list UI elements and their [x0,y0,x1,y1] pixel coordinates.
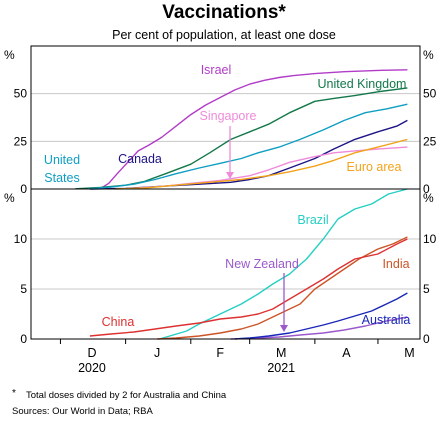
series-line-israel [100,69,408,190]
y-tick-left: 0 [20,332,27,346]
x-year-label: 2020 [78,361,106,375]
y-tick-right: 25 [423,134,437,148]
annotation-label-brazil: Brazil [297,213,328,227]
series-line-brazil [159,188,408,340]
annotation-label-united: United [44,153,80,167]
annotation-label-china: China [102,315,135,329]
chart-title: Vaccinations* [162,2,286,23]
x-tick-label: F [216,346,224,360]
footnote-marker: * [12,388,16,399]
y-unit-right: % [423,48,434,62]
y-tick-left: 25 [14,134,28,148]
y-unit-left: % [4,48,15,62]
y-tick-right: 10 [423,232,437,246]
y-tick-right: 50 [423,87,437,101]
series-line-euro-area [115,138,408,190]
y-tick-right: 5 [423,282,430,296]
y-tick-right: 0 [423,182,430,196]
series-line-india [157,236,408,340]
annotation-label-new-zealand: New Zealand [225,257,299,271]
y-tick-left: 50 [14,87,28,101]
plot-frame [30,45,421,340]
y-unit-right: % [423,191,434,205]
annotation-label-singapore: Singapore [200,109,257,123]
series-line-australia [234,292,408,340]
series-line-china [89,238,408,337]
series-line-united-states [87,103,408,190]
x-tick-label: A [342,346,351,360]
x-tick-label: D [87,346,96,360]
new-zealand-arrow-head [280,325,288,332]
y-tick-left: 0 [20,182,27,196]
y-tick-left: 10 [14,232,28,246]
series-line-new-zealand [230,316,408,340]
footnote: Total doses divided by 2 for Australia a… [26,390,227,401]
y-tick-left: 5 [20,282,27,296]
x-year-label: 2021 [267,361,295,375]
y-tick-right: 0 [423,332,430,346]
chart-subtitle: Per cent of population, at least one dos… [112,28,336,42]
x-tick-label: J [154,346,160,360]
sources: Sources: Our World in Data; RBA [12,406,153,417]
x-tick-label: M [404,346,414,360]
annotation-label-israel: Israel [201,63,232,77]
singapore-arrow-head [226,172,234,179]
annotation-label-india: India [382,257,409,271]
annotation-label-canada: Canada [118,152,162,166]
annotation-label-states: States [44,171,79,185]
x-tick-label: M [276,346,286,360]
annotation-label-united-kingdom: United Kingdom [318,77,407,91]
y-unit-left: % [4,191,15,205]
annotation-label-euro-area: Euro area [347,160,402,174]
annotation-label-australia: Australia [362,313,411,327]
